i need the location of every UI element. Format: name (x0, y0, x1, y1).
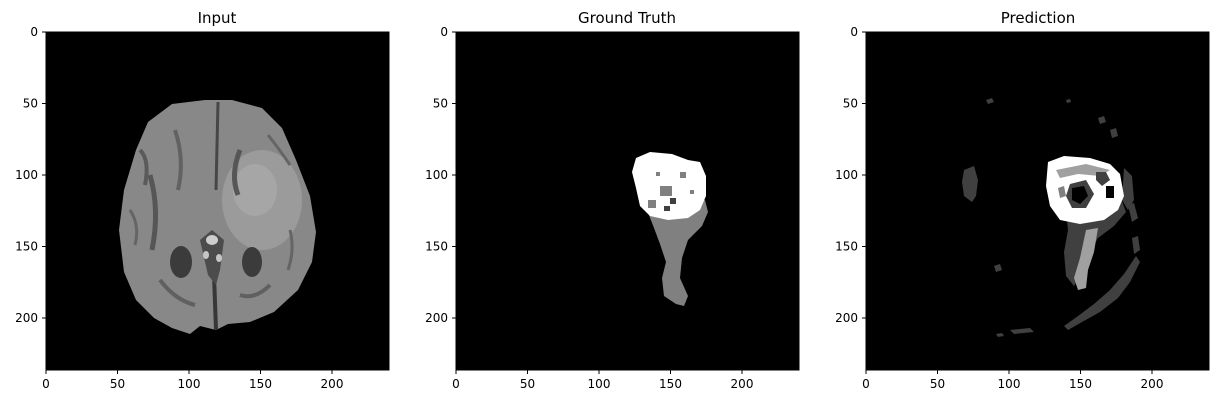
panel-title-input: Input (198, 9, 237, 27)
x-tick-label: 200 (1141, 377, 1164, 391)
x-axis-ground-truth: 0 50 100 150 200 (452, 370, 753, 391)
panel-ground-truth: Ground Truth 0 50 100 150 20 (425, 9, 800, 391)
y-tick-label: 150 (425, 240, 448, 254)
image-background-prediction (866, 32, 1209, 370)
x-tick-label: 150 (1069, 377, 1092, 391)
x-tick-label: 100 (588, 377, 611, 391)
panel-title-ground-truth: Ground Truth (578, 9, 676, 27)
y-tick-label: 50 (433, 97, 448, 111)
y-tick-label: 200 (15, 311, 38, 325)
axes-frame-ground-truth (455, 31, 800, 371)
x-tick-label: 150 (249, 377, 272, 391)
y-axis-ground-truth: 0 50 100 150 200 (425, 25, 456, 325)
x-tick-label: 200 (321, 377, 344, 391)
y-tick-label: 100 (835, 168, 858, 182)
x-axis-prediction: 0 50 100 150 200 (862, 370, 1163, 391)
x-tick-label: 50 (930, 377, 945, 391)
ground-truth-mask-image (632, 152, 708, 306)
panel-title-prediction: Prediction (1001, 9, 1076, 27)
x-tick-label: 150 (659, 377, 682, 391)
x-tick-label: 0 (862, 377, 870, 391)
y-tick-label: 0 (850, 25, 858, 39)
x-tick-label: 200 (731, 377, 754, 391)
axes-frame-prediction (865, 31, 1210, 371)
x-axis-input: 0 50 100 150 200 (42, 369, 389, 391)
y-tick-label: 200 (425, 311, 448, 325)
y-tick-label: 200 (835, 311, 858, 325)
x-tick-label: 100 (178, 377, 201, 391)
x-tick-label: 50 (110, 377, 125, 391)
image-background-ground-truth (456, 32, 799, 370)
y-axis-prediction: 0 50 100 150 200 (835, 25, 866, 325)
y-tick-label: 0 (30, 25, 38, 39)
x-tick-label: 50 (520, 377, 535, 391)
prediction-mask-image (962, 98, 1140, 337)
y-tick-label: 100 (425, 168, 448, 182)
y-tick-label: 100 (15, 168, 38, 182)
y-tick-label: 150 (15, 240, 38, 254)
x-tick-label: 0 (452, 377, 460, 391)
panel-prediction: Prediction (835, 9, 1210, 391)
axes-frame-input (45, 31, 390, 371)
x-tick-label: 100 (998, 377, 1021, 391)
y-tick-label: 150 (835, 240, 858, 254)
y-axis-input: 0 50 100 150 200 (15, 25, 47, 370)
y-tick-label: 0 (440, 25, 448, 39)
y-tick-label: 50 (23, 97, 38, 111)
x-tick-label: 0 (42, 377, 50, 391)
y-tick-label: 50 (843, 97, 858, 111)
brain-mri-image (119, 100, 316, 334)
panel-input: Input (15, 9, 390, 391)
